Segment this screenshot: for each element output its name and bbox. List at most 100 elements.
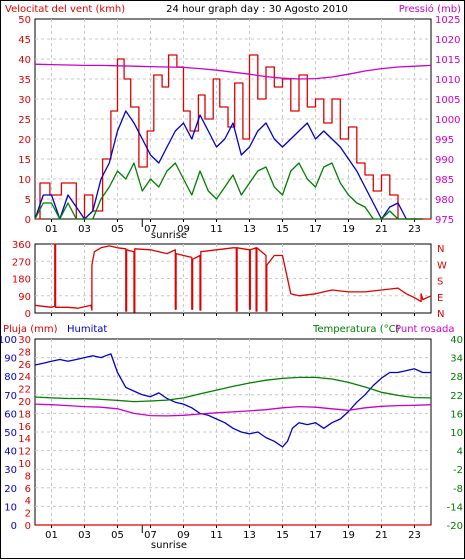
y-tick-label-temperature: 28	[450, 372, 463, 383]
y-tick-label-wind: 35	[18, 75, 31, 86]
y-tick-label-pressure: 1020	[435, 35, 460, 46]
y-tick-label-direction: 270	[12, 257, 31, 268]
y-tick-label-wind: 45	[18, 35, 31, 46]
compass-label: N	[437, 309, 444, 320]
y-tick-label-wind: 0	[25, 215, 31, 226]
x-tick-label: 01	[45, 224, 58, 235]
x-tick-label: 23	[408, 224, 421, 235]
y-tick-label-humidity: 90	[4, 354, 17, 365]
y-tick-label-wind: 40	[18, 55, 31, 66]
y-tick-label-direction: 360	[12, 240, 31, 251]
y-tick-label-temperature: 34	[450, 354, 463, 365]
x-tick-label: 19	[342, 224, 355, 235]
x-tick-label: 03	[78, 224, 91, 235]
x-tick-label: 07	[144, 530, 157, 541]
x-tick-label: 13	[243, 224, 256, 235]
y-tick-label-humidity: 60	[4, 409, 17, 420]
y-tick-label-pressure: 980	[435, 195, 454, 206]
x-tick-label: 19	[342, 530, 355, 541]
y-tick-label-humidity: 70	[4, 391, 17, 402]
y-tick-label-pressure: 1005	[435, 95, 460, 106]
x-tick-label: 13	[243, 530, 256, 541]
y-tick-label-humidity: 100	[1, 335, 17, 346]
y-tick-label-humidity: 30	[4, 465, 17, 476]
y-tick-label-pressure: 1010	[435, 75, 460, 86]
series-wind-red-line	[35, 54, 431, 220]
wind-speed-label: Velocitat del vent (kmh)	[5, 4, 125, 15]
y-tick-label-rain: 22	[18, 385, 31, 396]
series-magenta-line	[34, 403, 432, 417]
x-tick-label: 15	[276, 530, 289, 541]
series-blue-line	[34, 353, 431, 448]
temperature-label: Temperatura (°C)	[312, 324, 400, 335]
y-tick-label-temperature: -8	[453, 484, 463, 495]
x-tick-label: 03	[78, 530, 91, 541]
x-tick-label: 11	[210, 530, 223, 541]
y-tick-label-rain: 0	[25, 521, 31, 532]
y-tick-label-humidity: 0	[11, 521, 17, 532]
y-tick-label-rain: 4	[25, 496, 31, 507]
y-tick-label-rain: 20	[18, 397, 31, 408]
x-tick-label: 21	[375, 530, 388, 541]
y-tick-label-wind: 20	[18, 135, 31, 146]
compass-label: W	[437, 260, 447, 271]
y-tick-label-rain: 24	[18, 372, 31, 383]
y-tick-label-pressure: 1015	[435, 55, 460, 66]
x-tick-label: 09	[177, 530, 190, 541]
y-tick-label-direction: 0	[25, 309, 31, 320]
sunrise-label-bottom: sunrise	[151, 540, 187, 551]
y-tick-label-direction: 180	[12, 275, 31, 286]
y-tick-label-pressure: 1025	[435, 15, 460, 26]
y-tick-label-rain: 6	[25, 484, 31, 495]
y-tick-label-rain: 14	[18, 434, 31, 445]
y-tick-label-humidity: 50	[4, 428, 17, 439]
x-tick-label: 05	[111, 224, 124, 235]
x-tick-label: 17	[309, 530, 322, 541]
y-tick-label-direction: 90	[18, 292, 31, 303]
chart-title: 24 hour graph day : 30 Agosto 2010	[166, 4, 348, 15]
y-tick-label-temperature: 10	[450, 428, 463, 439]
series-wind-magenta-line	[34, 63, 432, 80]
x-tick-label: 07	[144, 224, 157, 235]
x-tick-label: 17	[309, 224, 322, 235]
compass-label: N	[437, 244, 444, 255]
y-tick-label-humidity: 80	[4, 372, 17, 383]
y-tick-label-humidity: 40	[4, 447, 17, 458]
series-green-line	[34, 376, 432, 403]
y-tick-label-pressure: 985	[435, 175, 454, 186]
y-tick-label-humidity: 10	[4, 502, 17, 513]
y-tick-label-rain: 12	[18, 447, 31, 458]
rain-label: Pluja (mm)	[3, 324, 58, 335]
x-tick-label: 15	[276, 224, 289, 235]
sunrise-label-top: sunrise	[151, 230, 187, 241]
y-tick-label-rain: 2	[25, 509, 31, 520]
y-tick-label-rain: 8	[25, 471, 31, 482]
y-tick-label-rain: 28	[18, 347, 31, 358]
y-tick-label-pressure: 995	[435, 135, 454, 146]
y-tick-label-wind: 50	[18, 15, 31, 26]
x-tick-label: 09	[177, 224, 190, 235]
y-tick-label-humidity: 20	[4, 484, 17, 495]
y-tick-label-temperature: 22	[450, 391, 463, 402]
pressure-label: Pressió (mb)	[399, 3, 461, 15]
y-tick-label-pressure: 975	[435, 215, 454, 226]
y-tick-label-rain: 18	[18, 409, 31, 420]
compass-label: E	[437, 293, 443, 304]
series-direction-line	[34, 243, 432, 313]
x-tick-label: 23	[408, 530, 421, 541]
y-tick-label-rain: 16	[18, 422, 31, 433]
humidity-label: Humitat	[67, 324, 107, 335]
series-wind-blue-line	[34, 110, 423, 220]
y-tick-label-temperature: -20	[447, 521, 463, 532]
y-tick-label-rain: 30	[18, 335, 31, 346]
series-wind-green-line	[34, 162, 423, 220]
y-tick-label-wind: 10	[18, 175, 31, 186]
y-tick-label-wind: 15	[18, 155, 31, 166]
dew-point-label: Punt rosada	[395, 324, 454, 335]
y-tick-label-temperature: 4	[457, 447, 463, 458]
y-tick-label-wind: 25	[18, 115, 31, 126]
y-tick-label-rain: 10	[18, 459, 31, 470]
x-tick-label: 11	[210, 224, 223, 235]
